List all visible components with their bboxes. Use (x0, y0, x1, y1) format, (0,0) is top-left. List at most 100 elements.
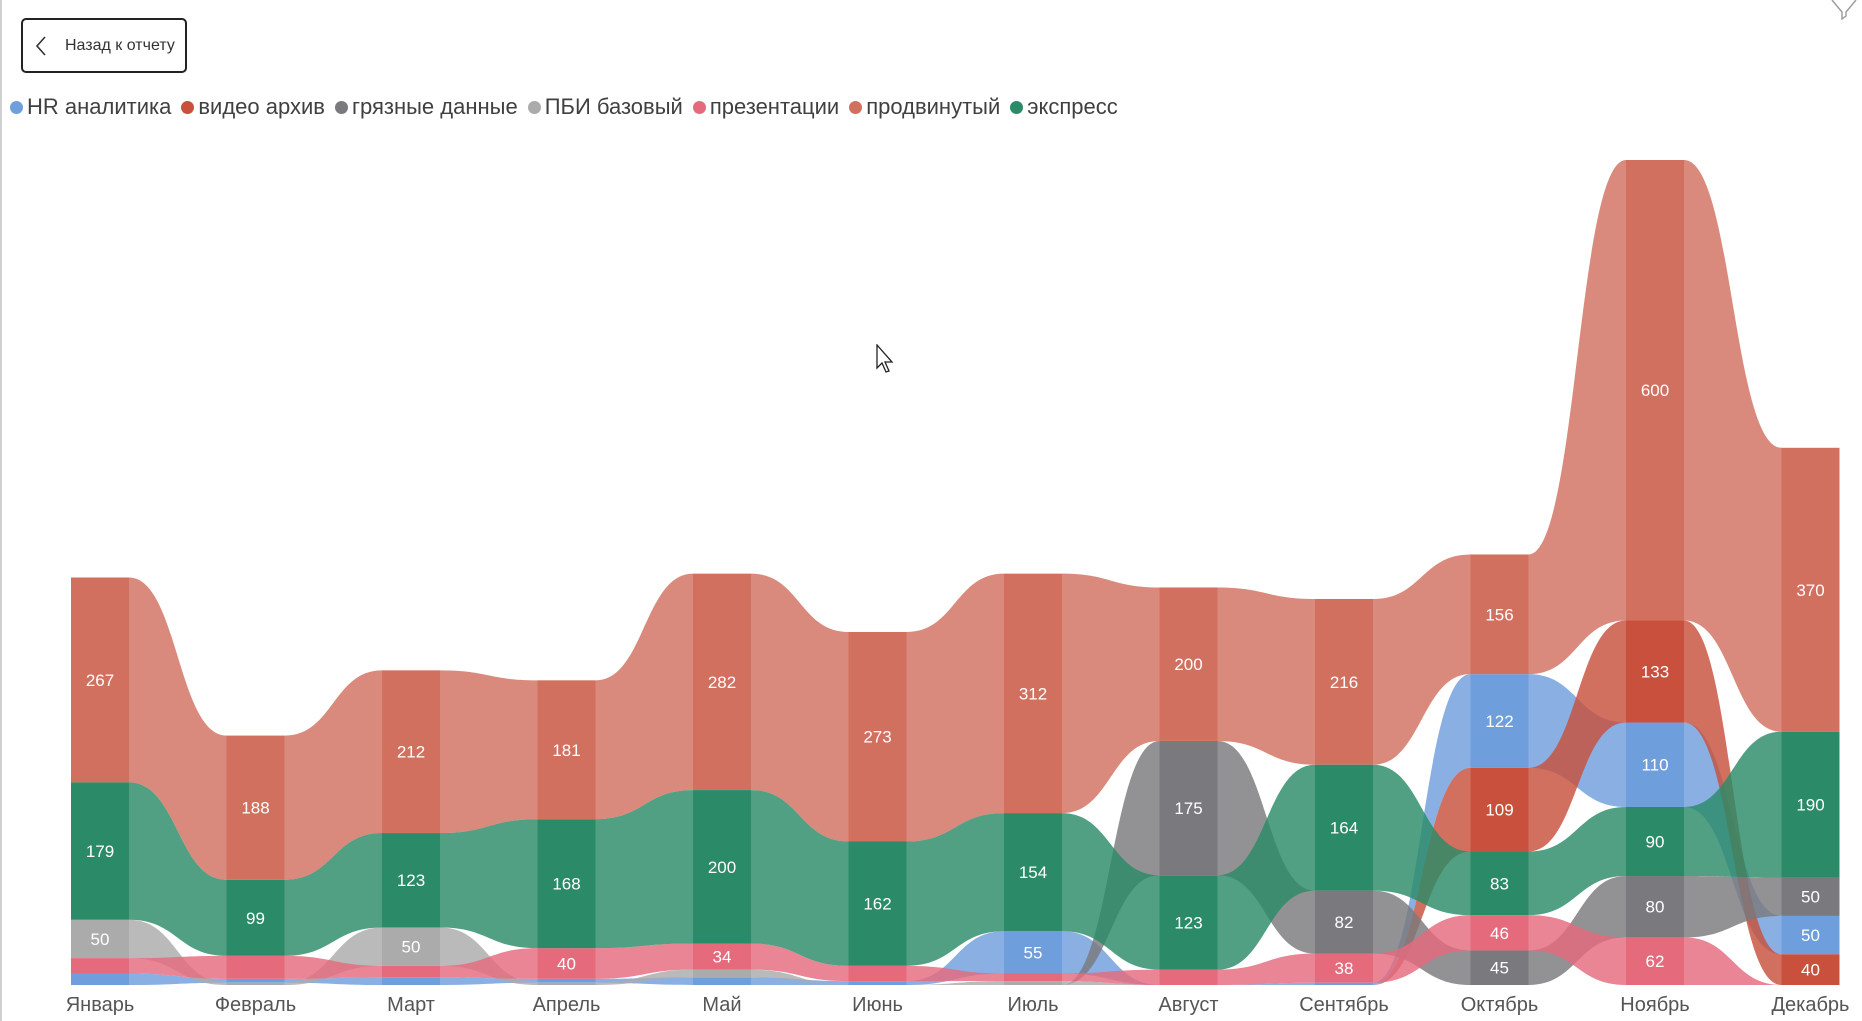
data-label: 164 (1330, 819, 1358, 838)
bar-segment (226, 978, 285, 983)
bar-segment (1004, 931, 1062, 974)
ribbon-segment (1528, 620, 1626, 852)
data-label: 370 (1796, 581, 1824, 600)
ribbon-segment (1528, 806, 1626, 916)
back-to-report-button[interactable]: Назад к отчету (21, 18, 187, 73)
bar-segment (1315, 598, 1373, 765)
x-axis-label: Май (702, 994, 741, 1016)
bar-segment (382, 977, 440, 985)
data-label: 46 (1490, 924, 1509, 943)
ribbon-segment (1373, 764, 1471, 916)
bar-segment (1004, 973, 1062, 982)
x-axis-label: Декабрь (1772, 994, 1850, 1016)
bar-segment (71, 782, 129, 920)
legend-label: экспресс (1027, 94, 1118, 119)
ribbon-segment (1373, 554, 1471, 765)
bar-segment (1470, 554, 1529, 675)
x-axis-label: Июль (1007, 994, 1058, 1016)
ribbon-segment (595, 969, 693, 985)
x-axis-label: Март (387, 994, 435, 1016)
legend-item[interactable]: продвинутый (849, 94, 1000, 120)
bar-segment (693, 573, 751, 791)
bar-segment (1626, 722, 1684, 807)
data-label: 282 (708, 673, 736, 692)
data-label: 50 (91, 930, 110, 949)
bar-segment (1159, 969, 1218, 985)
ribbon-segment (1684, 937, 1782, 985)
bar-segment (1781, 954, 1840, 985)
ribbons (129, 160, 1782, 985)
chevron-left-icon (35, 35, 46, 56)
bar-segment (848, 631, 907, 842)
bar-segment (226, 982, 285, 985)
legend-label: грязные данные (351, 94, 518, 119)
legend-label: продвинутый (866, 94, 1001, 119)
data-labels: 50 267 179 188 99 50 212 123 40 181 168 34 282 200 273… (86, 381, 1825, 979)
bar-segment (1004, 981, 1062, 985)
bar-segment (693, 977, 751, 985)
ribbon-segment (595, 943, 693, 979)
data-label: 133 (1641, 663, 1669, 682)
ribbon-segment (440, 670, 538, 834)
data-label: 90 (1646, 832, 1665, 851)
data-label: 600 (1641, 381, 1669, 400)
ribbon-segment (129, 919, 227, 985)
legend-label: презентации (709, 94, 840, 119)
bar-segment (537, 982, 596, 985)
x-axis-label: Сентябрь (1299, 994, 1389, 1016)
data-label: 216 (1330, 673, 1358, 692)
x-axis-label: Июнь (852, 994, 903, 1016)
bar-segment (1470, 674, 1529, 768)
ribbon-segment (751, 969, 849, 985)
bar-segment (1781, 915, 1840, 955)
legend-marker (334, 100, 348, 114)
ribbon-segment (284, 955, 382, 979)
data-label: 50 (1801, 888, 1820, 907)
bar-segment (537, 819, 596, 949)
ribbon-segment (595, 790, 693, 949)
bar-segment (693, 943, 751, 970)
ribbon-segment (1528, 915, 1626, 985)
bar-segment (537, 978, 596, 983)
bar-segment (1470, 950, 1529, 985)
data-label: 122 (1485, 712, 1513, 731)
data-label: 123 (1174, 913, 1202, 932)
data-label: 50 (1801, 926, 1820, 945)
data-label: 154 (1019, 863, 1047, 882)
legend-marker (10, 100, 23, 114)
data-label: 40 (1801, 961, 1820, 980)
bar-segment (1626, 937, 1684, 985)
legend-item[interactable]: HR аналитика (10, 94, 171, 120)
data-label: 34 (713, 948, 732, 967)
bar-segment (382, 833, 440, 928)
x-axis-label: Январь (66, 994, 135, 1016)
ribbon-segment (1528, 160, 1626, 675)
data-label: 312 (1019, 684, 1047, 703)
filter-icon[interactable] (1830, 0, 1860, 20)
ribbon-segment (1373, 915, 1471, 983)
ribbon-segment (1062, 813, 1160, 970)
ribbon-segment (284, 927, 382, 985)
bar-segment (226, 879, 285, 956)
legend-item[interactable]: видео архив (181, 94, 325, 120)
legend-item[interactable]: ПБИ базовый (527, 94, 683, 120)
data-label: 50 (402, 938, 421, 957)
legend-item[interactable]: грязные данные (334, 94, 518, 120)
legend-label: ПБИ базовый (544, 94, 683, 119)
data-label: 109 (1485, 801, 1513, 820)
bar-segment (226, 955, 285, 979)
ribbon-segment (284, 670, 382, 880)
legend-item[interactable]: презентации (692, 94, 840, 120)
chart-legend: HR аналитика видео архив грязные данные ПБИ… (10, 93, 1128, 121)
x-axis-label: Ноябрь (1620, 994, 1689, 1016)
data-label: 190 (1796, 796, 1824, 815)
legend-item[interactable]: экспресс (1010, 94, 1118, 120)
bar-segment (71, 973, 129, 985)
bar-segment (537, 680, 596, 820)
legend-marker (692, 100, 706, 114)
data-label: 80 (1646, 898, 1665, 917)
ribbon-segment (1217, 764, 1315, 970)
x-axis-label: Август (1158, 994, 1218, 1016)
bar-segment (848, 841, 907, 966)
